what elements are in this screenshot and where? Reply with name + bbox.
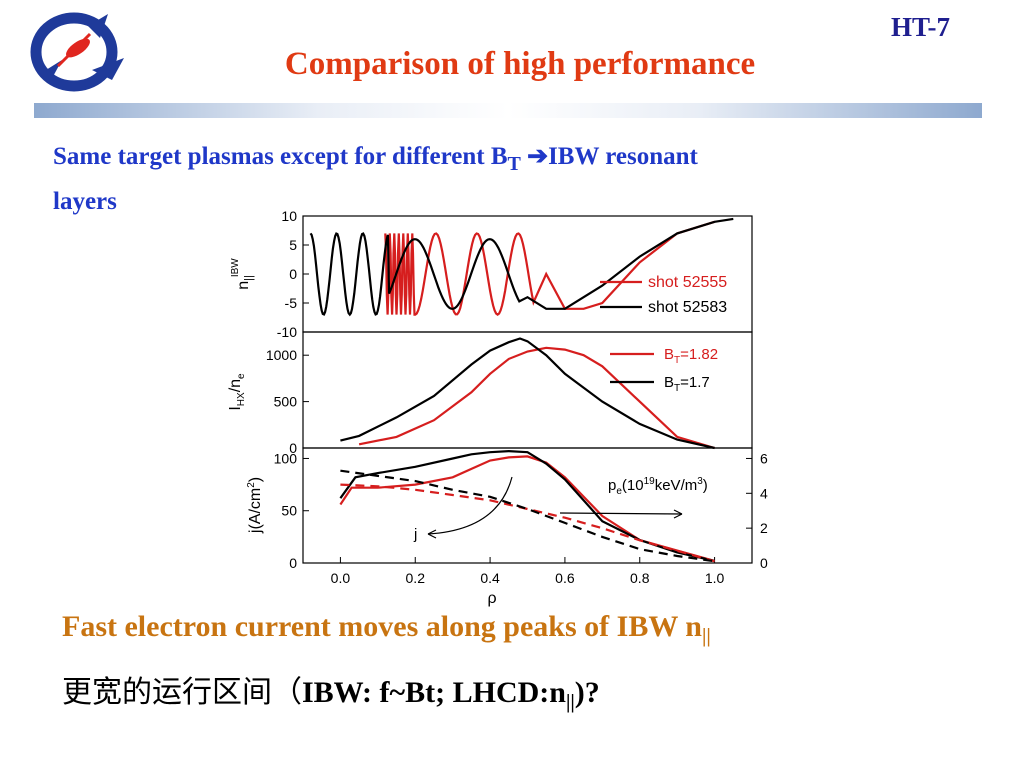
ytick-label: 0 — [289, 440, 297, 456]
series-line-bottom-3 — [340, 469, 715, 563]
x-axis-label: ρ — [487, 590, 496, 607]
subtitle-text-a: Same target plasmas except for different… — [53, 143, 508, 170]
subtitle-text-b: IBW resonant — [548, 143, 698, 170]
note1-subscript: || — [701, 625, 711, 647]
slide-subtitle: Same target plasmas except for different… — [53, 138, 953, 221]
series-line-bottom-2 — [340, 483, 715, 563]
ytick-label: -10 — [277, 324, 297, 340]
subtitle-text-c: layers — [53, 188, 117, 215]
slide-title: Comparison of high performance — [284, 46, 756, 82]
note2-subscript: || — [565, 691, 575, 713]
slide-code: HT-7 — [890, 12, 950, 42]
ytick-label: 100 — [274, 450, 298, 466]
series-line-middle-1 — [340, 337, 715, 450]
j-arrow — [427, 476, 513, 535]
header-divider — [34, 103, 982, 118]
legend-bt-1-82: BT=1.82 — [664, 346, 718, 366]
y2tick-label: 0 — [760, 555, 768, 571]
j-annotation: j — [413, 526, 417, 543]
y2tick-label: 6 — [760, 450, 768, 466]
institute-logo — [30, 12, 124, 92]
y2tick-label: 4 — [760, 485, 768, 501]
xtick-label: 0.6 — [555, 570, 575, 586]
series-line-middle-0 — [358, 346, 715, 450]
xtick-label: 1.0 — [705, 570, 725, 586]
note2-text: IBW: f~Bt; LHCD:n — [302, 676, 566, 709]
legend-shot-52583: shot 52583 — [648, 299, 727, 316]
ytick-label: -5 — [285, 295, 298, 311]
pe-annotation: pe(1019keV/m3) — [608, 476, 708, 497]
ytick-label: 500 — [274, 394, 298, 410]
bottom-ylabel: j(A/cm2) — [246, 477, 264, 534]
pe-arrow — [559, 512, 683, 515]
xtick-label: 0.4 — [480, 570, 500, 586]
note1-text: Fast electron current moves along peaks … — [62, 610, 702, 643]
series-line-bottom-1 — [339, 449, 715, 562]
xtick-label: 0.8 — [630, 570, 650, 586]
series-line-top-0 — [384, 220, 715, 316]
arrow-icon: ➔ — [527, 143, 549, 170]
ytick-label: 50 — [281, 503, 297, 519]
y2tick-label: 2 — [760, 520, 768, 536]
series-line-top-1 — [309, 217, 734, 317]
note-operating-range: 更宽的运行区间（IBW: f~Bt; LHCD:n||)? — [62, 667, 600, 714]
note2-chinese: 更宽的运行区间（ — [62, 675, 302, 710]
ytick-label: 0 — [289, 266, 297, 282]
top-legend: shot 52555 shot 52583 — [600, 274, 727, 316]
ytick-label: 5 — [289, 237, 297, 253]
subtitle-subscript: T — [507, 153, 521, 175]
ytick-label: 10 — [281, 208, 297, 224]
ytick-label: 0 — [289, 555, 297, 571]
xtick-label: 0.0 — [331, 570, 351, 586]
note-fast-electron: Fast electron current moves along peaks … — [62, 610, 711, 648]
legend-shot-52555: shot 52555 — [648, 274, 727, 291]
xtick-label: 0.2 — [406, 570, 426, 586]
bottom-panel-frame — [302, 447, 753, 564]
ytick-label: 1000 — [266, 347, 297, 363]
note2-end: )? — [574, 676, 600, 709]
